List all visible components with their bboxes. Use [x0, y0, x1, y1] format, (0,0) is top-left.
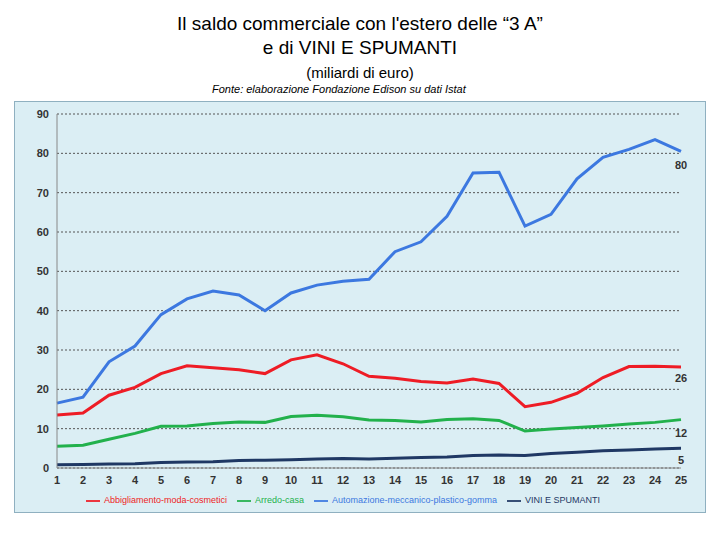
html-text:Automazione-meccanico-plastico: Automazione-meccanico-plastico-gomma [332, 495, 498, 506]
svg-text:16: 16 [441, 474, 453, 486]
svg-text:90: 90 [37, 108, 49, 120]
svg-text:12: 12 [337, 474, 349, 486]
svg-text:13: 13 [363, 474, 375, 486]
svg-text:11: 11 [311, 474, 323, 486]
svg-text:18: 18 [493, 474, 505, 486]
svg-text:12: 12 [675, 427, 687, 439]
svg-text:25: 25 [675, 474, 687, 486]
svg-text:7: 7 [210, 474, 216, 486]
svg-text:1: 1 [54, 474, 60, 486]
svg-text:70: 70 [37, 187, 49, 199]
svg-text:60: 60 [37, 226, 49, 238]
svg-text:8: 8 [236, 474, 242, 486]
svg-text:26: 26 [675, 372, 687, 384]
svg-text:15: 15 [415, 474, 427, 486]
svg-text:17: 17 [467, 474, 479, 486]
svg-text:24: 24 [649, 474, 662, 486]
svg-text:14: 14 [389, 474, 402, 486]
html-text:Il saldo commerciale con l'est: Il saldo commerciale con l'estero delle … [177, 13, 543, 58]
html-text:Arredo-casa: Arredo-casa [255, 495, 304, 506]
svg-text:10: 10 [285, 474, 297, 486]
svg-text:5: 5 [158, 474, 164, 486]
svg-text:80: 80 [37, 147, 49, 159]
svg-text:4: 4 [132, 474, 139, 486]
html-text:Abbigliamento-moda-cosmetici: Abbigliamento-moda-cosmetici [103, 495, 227, 506]
svg-text:30: 30 [37, 344, 49, 356]
html-text:Fonte: elaborazione Fondazione: Fonte: elaborazione Fondazione Edison su… [212, 83, 466, 95]
svg-text:19: 19 [519, 474, 531, 486]
html-text:(miliardi di euro): (miliardi di euro) [306, 64, 414, 81]
svg-text:22: 22 [597, 474, 609, 486]
svg-text:80: 80 [675, 159, 687, 171]
svg-text:9: 9 [262, 474, 268, 486]
html-text:VINI E SPUMANTI: VINI E SPUMANTI [525, 495, 601, 506]
svg-text:6: 6 [184, 474, 190, 486]
svg-text:20: 20 [545, 474, 557, 486]
svg-text:3: 3 [106, 474, 112, 486]
svg-text:5: 5 [678, 454, 684, 466]
svg-text:0: 0 [43, 462, 49, 474]
svg-text:40: 40 [37, 305, 49, 317]
svg-text:50: 50 [37, 265, 49, 277]
svg-text:2: 2 [80, 474, 86, 486]
svg-text:20: 20 [37, 383, 49, 395]
svg-text:10: 10 [37, 423, 49, 435]
svg-text:23: 23 [623, 474, 635, 486]
svg-text:21: 21 [571, 474, 583, 486]
